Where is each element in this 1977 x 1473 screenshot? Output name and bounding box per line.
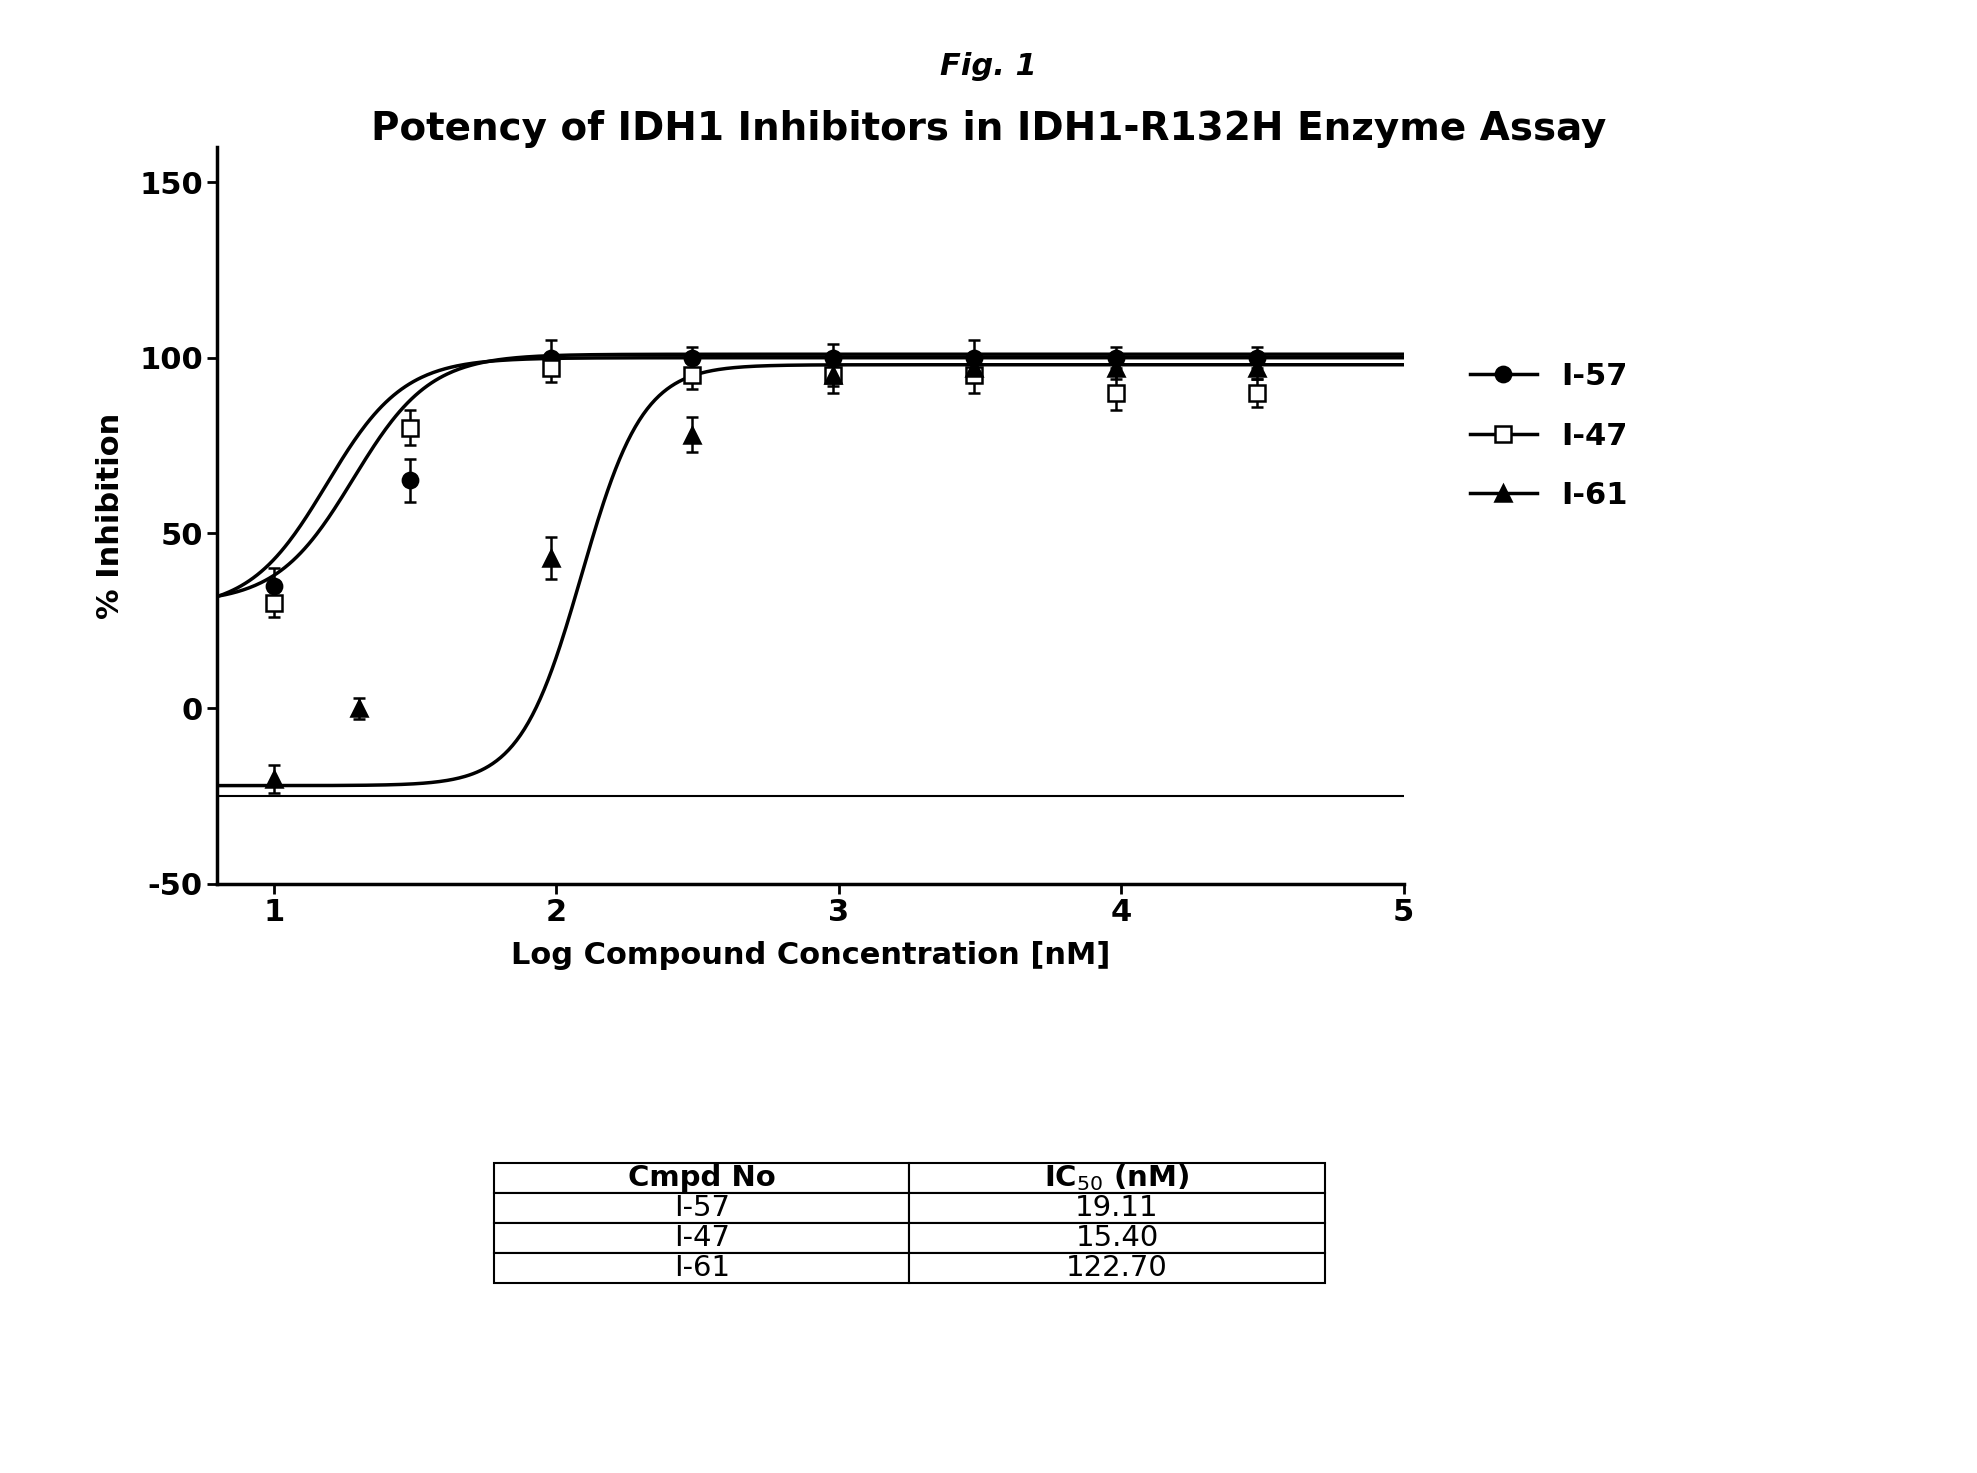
Legend: I-57, I-47, I-61: I-57, I-47, I-61 bbox=[1455, 346, 1643, 526]
X-axis label: Log Compound Concentration [nM]: Log Compound Concentration [nM] bbox=[510, 941, 1111, 971]
Text: Fig. 1: Fig. 1 bbox=[941, 52, 1036, 81]
Y-axis label: % Inhibition: % Inhibition bbox=[97, 412, 125, 619]
Text: Potency of IDH1 Inhibitors in IDH1-R132H Enzyme Assay: Potency of IDH1 Inhibitors in IDH1-R132H… bbox=[372, 110, 1605, 149]
